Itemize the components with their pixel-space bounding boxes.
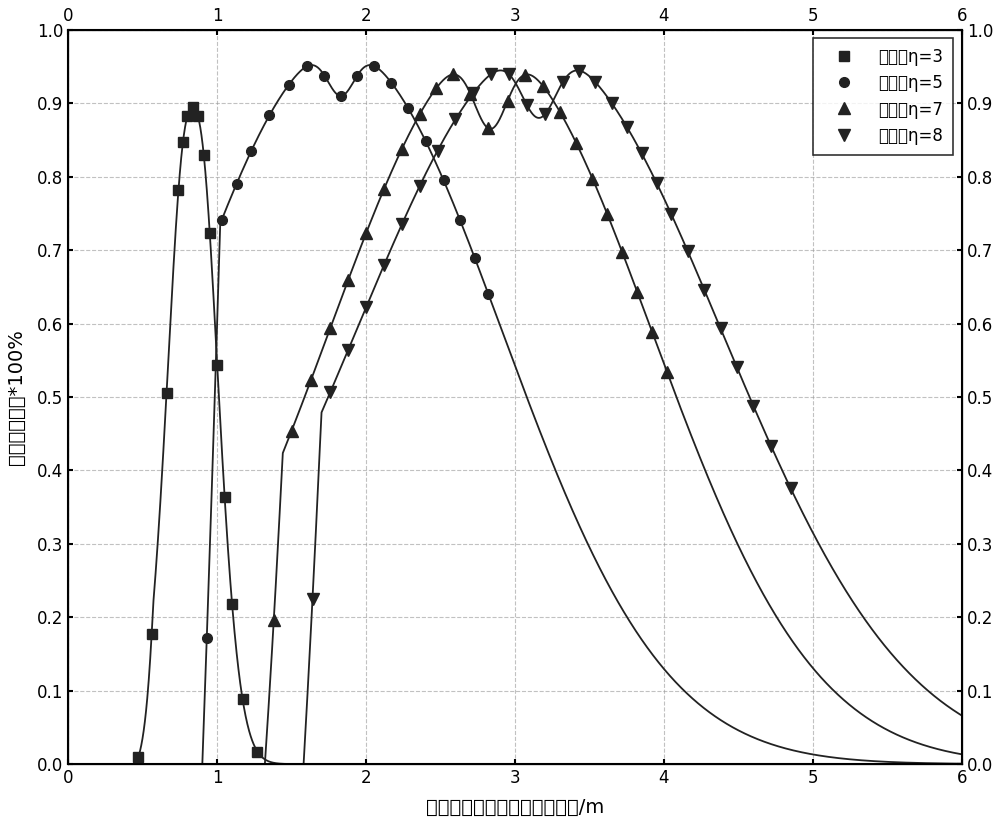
包裹层η=8 — [307, 593, 319, 603]
包裹层η=7 — [268, 615, 280, 625]
包裹层η=5 — [245, 146, 257, 156]
包裹层η=7 — [342, 275, 354, 285]
包裹层η=8 — [396, 219, 408, 229]
包裹层η=8 — [378, 260, 390, 270]
包裹层η=5 — [351, 71, 363, 81]
包裹层η=8 — [485, 69, 497, 79]
包裹层η=3 — [204, 228, 216, 238]
包裹层η=3 — [192, 111, 204, 121]
Line: 包裹层η=3: 包裹层η=3 — [133, 102, 262, 762]
包裹层η=8 — [785, 483, 797, 493]
包裹层η=7 — [570, 138, 582, 147]
包裹层η=8 — [342, 344, 354, 354]
包裹层η=7 — [554, 106, 566, 116]
包裹层η=5 — [402, 103, 414, 113]
包裹层η=8 — [573, 66, 585, 76]
包裹层η=8 — [449, 115, 461, 124]
包裹层η=3 — [211, 360, 223, 370]
Line: 包裹层η=7: 包裹层η=7 — [268, 69, 673, 625]
包裹层η=3 — [146, 629, 158, 639]
包裹层η=5 — [368, 61, 380, 71]
包裹层η=7 — [430, 83, 442, 93]
包裹层η=7 — [482, 124, 494, 133]
包裹层η=7 — [286, 426, 298, 436]
包裹层η=8 — [682, 246, 694, 256]
包裹层η=7 — [519, 70, 531, 80]
包裹层η=8 — [747, 400, 759, 410]
包裹层η=7 — [396, 144, 408, 154]
包裹层η=7 — [360, 228, 372, 238]
包裹层η=8 — [651, 178, 663, 188]
包裹层η=8 — [731, 363, 743, 372]
包裹层η=5 — [201, 633, 213, 643]
包裹层η=5 — [385, 78, 397, 88]
包裹层η=3 — [237, 694, 249, 704]
包裹层η=8 — [606, 98, 618, 108]
包裹层η=5 — [283, 80, 295, 90]
包裹层η=3 — [177, 137, 189, 147]
包裹层η=8 — [636, 148, 648, 158]
包裹层η=3 — [172, 185, 184, 194]
Line: 包裹层η=8: 包裹层η=8 — [307, 65, 796, 604]
包裹层η=3 — [251, 747, 263, 756]
包裹层η=7 — [537, 82, 549, 91]
包裹层η=5 — [318, 71, 330, 81]
包裹层η=8 — [621, 122, 633, 132]
包裹层η=8 — [698, 284, 710, 294]
包裹层η=5 — [420, 136, 432, 146]
包裹层η=8 — [360, 302, 372, 312]
包裹层η=3 — [219, 493, 231, 503]
包裹层η=5 — [231, 179, 243, 189]
包裹层η=8 — [324, 387, 336, 397]
Legend: 包裹层η=3, 包裹层η=5, 包裹层η=7, 包裹层η=8: 包裹层η=3, 包裹层η=5, 包裹层η=7, 包裹层η=8 — [813, 38, 953, 155]
包裹层η=3 — [198, 150, 210, 160]
包裹层η=5 — [263, 110, 275, 120]
包裹层η=8 — [503, 69, 515, 79]
包裹层η=7 — [324, 323, 336, 333]
包裹层η=7 — [646, 327, 658, 337]
包裹层η=8 — [414, 181, 426, 191]
包裹层η=7 — [447, 69, 459, 79]
包裹层η=7 — [464, 89, 476, 99]
包裹层η=5 — [301, 62, 313, 72]
包裹层η=8 — [467, 88, 479, 98]
包裹层η=3 — [226, 599, 238, 609]
包裹层η=7 — [631, 287, 643, 297]
包裹层η=8 — [589, 77, 601, 87]
包裹层η=5 — [454, 215, 466, 225]
Y-axis label: 无线输电效率*100%: 无线输电效率*100% — [7, 329, 26, 465]
Line: 包裹层η=5: 包裹层η=5 — [202, 61, 493, 643]
包裹层η=5 — [469, 253, 481, 263]
包裹层η=7 — [502, 96, 514, 105]
X-axis label: 发射模块与接收模块间的距离/m: 发射模块与接收模块间的距离/m — [426, 798, 604, 817]
包裹层η=3 — [161, 387, 173, 397]
包裹层η=8 — [557, 77, 569, 87]
包裹层η=7 — [616, 247, 628, 257]
包裹层η=8 — [432, 146, 444, 156]
包裹层η=3 — [181, 111, 193, 121]
包裹层η=5 — [482, 288, 494, 298]
包裹层η=7 — [601, 209, 613, 219]
包裹层η=7 — [586, 174, 598, 184]
包裹层η=8 — [539, 110, 551, 119]
包裹层η=8 — [521, 101, 533, 110]
包裹层η=7 — [414, 110, 426, 119]
包裹层η=8 — [715, 324, 727, 334]
包裹层η=8 — [765, 442, 777, 452]
包裹层η=3 — [187, 102, 199, 112]
包裹层η=5 — [216, 215, 228, 225]
包裹层η=7 — [378, 184, 390, 194]
包裹层η=3 — [132, 752, 144, 762]
包裹层η=7 — [661, 367, 673, 377]
包裹层η=5 — [335, 91, 347, 101]
包裹层η=5 — [438, 176, 450, 185]
包裹层η=8 — [665, 209, 677, 219]
包裹层η=7 — [305, 375, 317, 385]
